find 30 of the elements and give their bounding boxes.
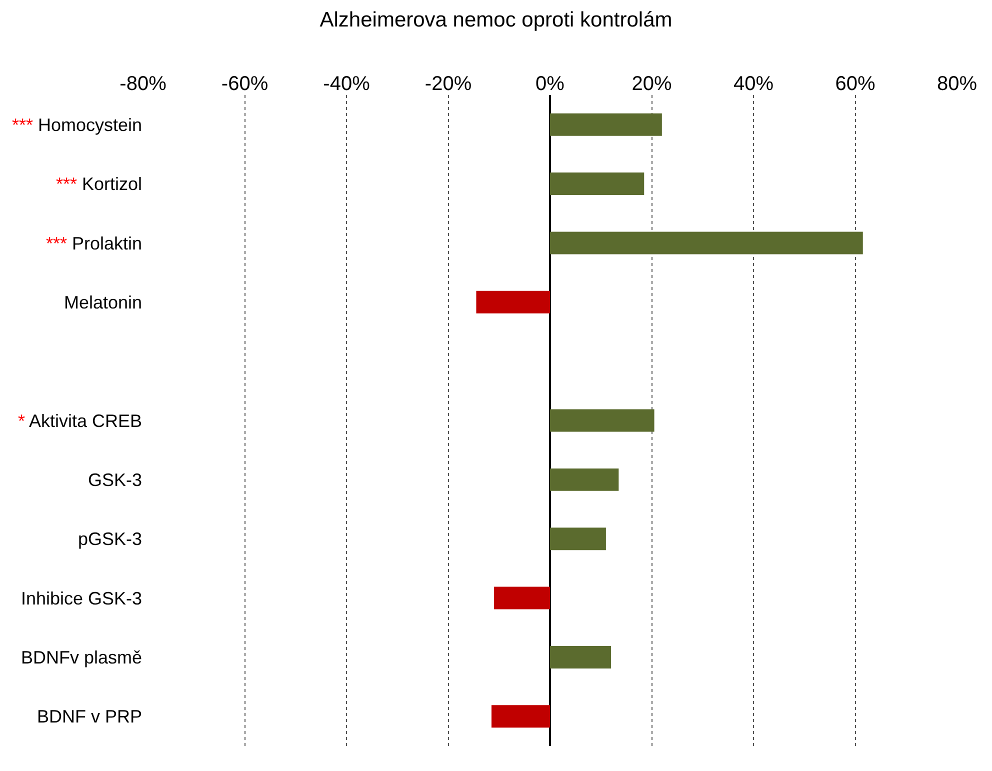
bar — [550, 646, 612, 668]
y-tick-label: BDNF v PRP — [36, 706, 142, 727]
bar — [550, 172, 644, 196]
x-tick-label: 40% — [733, 73, 774, 95]
x-tick-label: -60% — [221, 73, 268, 95]
x-tick-label: 60% — [835, 73, 876, 95]
x-tick-label: 20% — [632, 73, 672, 95]
x-tick-label: -40% — [323, 73, 370, 95]
x-tick-label: -20% — [424, 73, 472, 95]
bar — [494, 586, 550, 610]
y-tick-label: * Aktivita CREB — [18, 410, 142, 431]
chart-title: Alzheimerova nemoc oproti kontrolám — [320, 8, 672, 32]
x-tick-label: 0% — [536, 73, 565, 95]
y-tick-label: Melatonin — [64, 292, 142, 312]
y-tick-label: *** Kortizol — [56, 174, 142, 194]
bar — [550, 113, 662, 136]
bar — [491, 705, 550, 728]
y-tick-label: pGSK-3 — [78, 529, 142, 550]
bar — [476, 290, 550, 314]
y-tick-label: *** Homocystein — [12, 114, 142, 135]
bar — [550, 232, 863, 254]
bar — [550, 528, 606, 550]
bar — [550, 468, 619, 491]
y-tick-label: *** Prolaktin — [46, 233, 142, 254]
x-tick-label: -80% — [120, 73, 167, 95]
y-tick-label: BDNFv plasmě — [20, 648, 142, 668]
y-tick-label: Inhibice GSK-3 — [20, 588, 142, 608]
x-tick-label: 80% — [936, 73, 978, 95]
y-tick-label: GSK-3 — [88, 470, 142, 490]
bar — [550, 409, 654, 432]
